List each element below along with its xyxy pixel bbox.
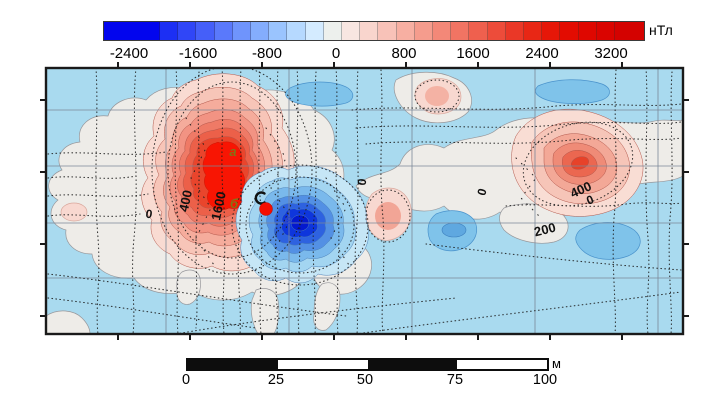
grid-lines bbox=[46, 68, 683, 334]
open-circle-marker bbox=[254, 191, 266, 205]
scalebar-segment bbox=[367, 360, 458, 369]
colorbar-cell bbox=[160, 22, 179, 40]
colorbar-cell bbox=[578, 22, 597, 40]
colorbar-cell bbox=[305, 22, 324, 40]
colorbar-cell bbox=[433, 22, 452, 40]
colorbar-cell bbox=[469, 22, 488, 40]
scalebar-segment bbox=[457, 360, 547, 369]
contour-label-0-right: 0 bbox=[584, 192, 595, 208]
colorbar-cell bbox=[104, 22, 160, 40]
negative-anomaly-main bbox=[235, 165, 369, 284]
colorbar-cell bbox=[378, 22, 397, 40]
contour-label-0-mid: 0 bbox=[355, 177, 370, 186]
positive-anomaly-main bbox=[141, 73, 301, 272]
map-labels: а б в 0 400 1600 0 0 400 0 200 bbox=[145, 144, 596, 239]
colorbar-cell bbox=[414, 22, 434, 40]
scalebar-tick-0: 0 bbox=[181, 372, 191, 388]
colorbar-cell bbox=[596, 22, 616, 40]
colorbar-tick--2400: -2400 bbox=[109, 45, 149, 62]
colorbar-tick--1600: -1600 bbox=[178, 45, 218, 62]
colorbar-cell bbox=[214, 22, 233, 40]
colorbar-cell bbox=[178, 22, 197, 40]
colorbar-tick-800: 800 bbox=[391, 45, 417, 62]
colorbar-tick-0: 0 bbox=[331, 45, 341, 62]
colorbar-cell bbox=[560, 22, 579, 40]
scalebar-segment bbox=[188, 360, 278, 369]
frame-ticks bbox=[40, 62, 689, 340]
scalebar-tick-100: 100 bbox=[532, 372, 558, 388]
scalebar-unit-label: м bbox=[552, 356, 561, 371]
anomaly-label-b: б bbox=[230, 196, 239, 211]
colorbar-tick--800: -800 bbox=[251, 45, 283, 62]
colorbar-cell bbox=[451, 22, 470, 40]
anomaly-label-v: в bbox=[284, 212, 292, 227]
colorbar bbox=[103, 21, 645, 41]
scalebar-tick-25: 25 bbox=[267, 372, 285, 388]
weak-negative-inner bbox=[441, 222, 467, 238]
contour-label-0-mid2: 0 bbox=[474, 187, 489, 197]
scalebar bbox=[186, 358, 549, 371]
colorbar-cell bbox=[542, 22, 561, 40]
colorbar-cell bbox=[251, 22, 270, 40]
colorbar-cell bbox=[196, 22, 215, 40]
colorbar-cell bbox=[396, 22, 415, 40]
map-frame bbox=[40, 62, 689, 340]
colorbar-tick-3200: 3200 bbox=[594, 45, 628, 62]
colorbar-tick-2400: 2400 bbox=[525, 45, 559, 62]
scalebar-tick-50: 50 bbox=[356, 372, 374, 388]
contour-label-1600: 1600 bbox=[208, 190, 229, 221]
contour-label-200: 200 bbox=[533, 220, 558, 240]
colorbar-cell bbox=[287, 22, 306, 40]
contour-label-400-left: 400 bbox=[176, 189, 195, 213]
dotted-contours bbox=[47, 68, 682, 334]
positive-anomaly-right bbox=[511, 108, 644, 217]
colorbar-cell bbox=[615, 22, 645, 40]
map-fill-layer: а б в 0 400 1600 0 0 400 0 200 bbox=[46, 68, 683, 334]
colorbar-cell bbox=[323, 22, 343, 40]
colorbar-cell bbox=[505, 22, 525, 40]
contour-label-0-left: 0 bbox=[145, 207, 154, 222]
colorbar-cell bbox=[342, 22, 361, 40]
red-dot-marker bbox=[259, 202, 273, 216]
colorbar-cell bbox=[487, 22, 506, 40]
colorbar-cell bbox=[524, 22, 543, 40]
colorbar-cell bbox=[269, 22, 288, 40]
colorbar-cell bbox=[360, 22, 379, 40]
scalebar-segment bbox=[277, 360, 368, 369]
colorbar-unit-label: нТл bbox=[649, 22, 673, 38]
colorbar-cell bbox=[232, 22, 252, 40]
anomaly-label-a: а bbox=[229, 144, 236, 159]
anomaly-map: а б в 0 400 1600 0 0 400 0 200 bbox=[40, 62, 689, 340]
scalebar-tick-75: 75 bbox=[446, 372, 464, 388]
colorbar-tick-1600: 1600 bbox=[456, 45, 490, 62]
